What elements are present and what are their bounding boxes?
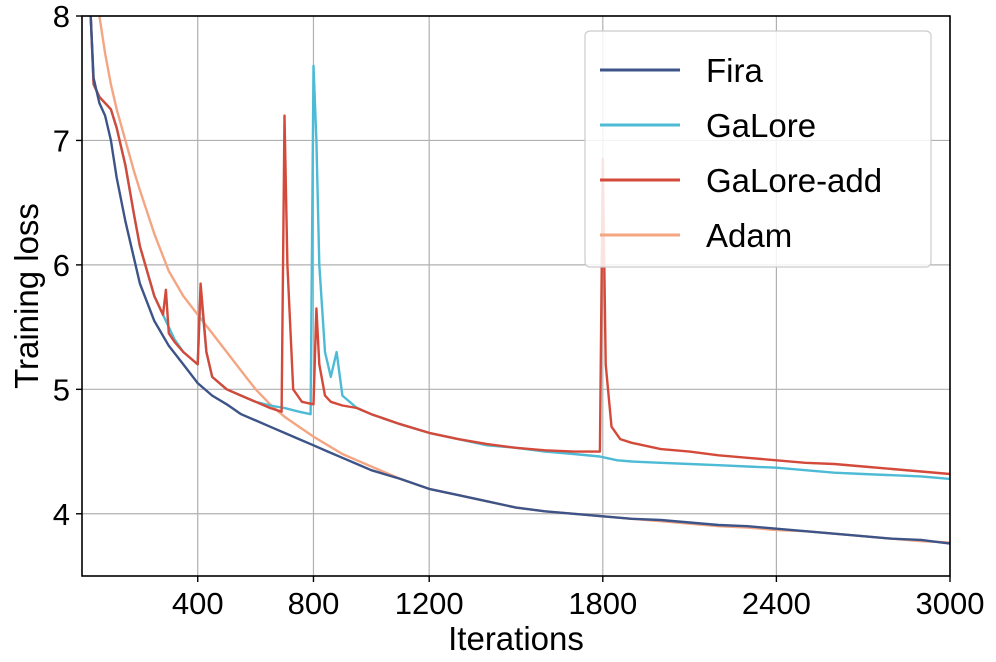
- y-tick-label: 8: [53, 0, 70, 34]
- x-tick-label: 1200: [395, 586, 464, 621]
- x-tick-label: 1800: [568, 586, 637, 621]
- x-tick-label: 400: [172, 586, 224, 621]
- legend-label-fira: Fira: [706, 52, 763, 89]
- legend-label-galore: GaLore: [706, 107, 816, 144]
- y-tick-label: 4: [53, 497, 70, 532]
- series-line-fira: [89, 16, 950, 545]
- legend-label-galore-add: GaLore-add: [706, 162, 882, 199]
- x-tick-label: 800: [288, 586, 340, 621]
- legend-label-adam: Adam: [706, 217, 792, 254]
- legend-box: [584, 30, 932, 268]
- x-tick-label: 3000: [916, 586, 985, 621]
- y-axis-label: Training loss: [8, 203, 45, 389]
- plot-frame: [81, 15, 951, 577]
- series-line-adam: [98, 16, 950, 544]
- series-lines: [89, 16, 950, 545]
- ticks: 400 800 1200 1800 2400 3000 4 5 6 7 8: [53, 0, 985, 621]
- y-tick-label: 5: [53, 372, 70, 407]
- y-tick-label: 7: [53, 123, 70, 158]
- x-axis-label: Iterations: [448, 620, 584, 657]
- y-tick-label: 6: [53, 248, 70, 283]
- series-line-galore-add: [89, 16, 950, 476]
- x-tick-label: 2400: [742, 586, 811, 621]
- legend: Fira GaLore GaLore-add Adam: [584, 30, 932, 268]
